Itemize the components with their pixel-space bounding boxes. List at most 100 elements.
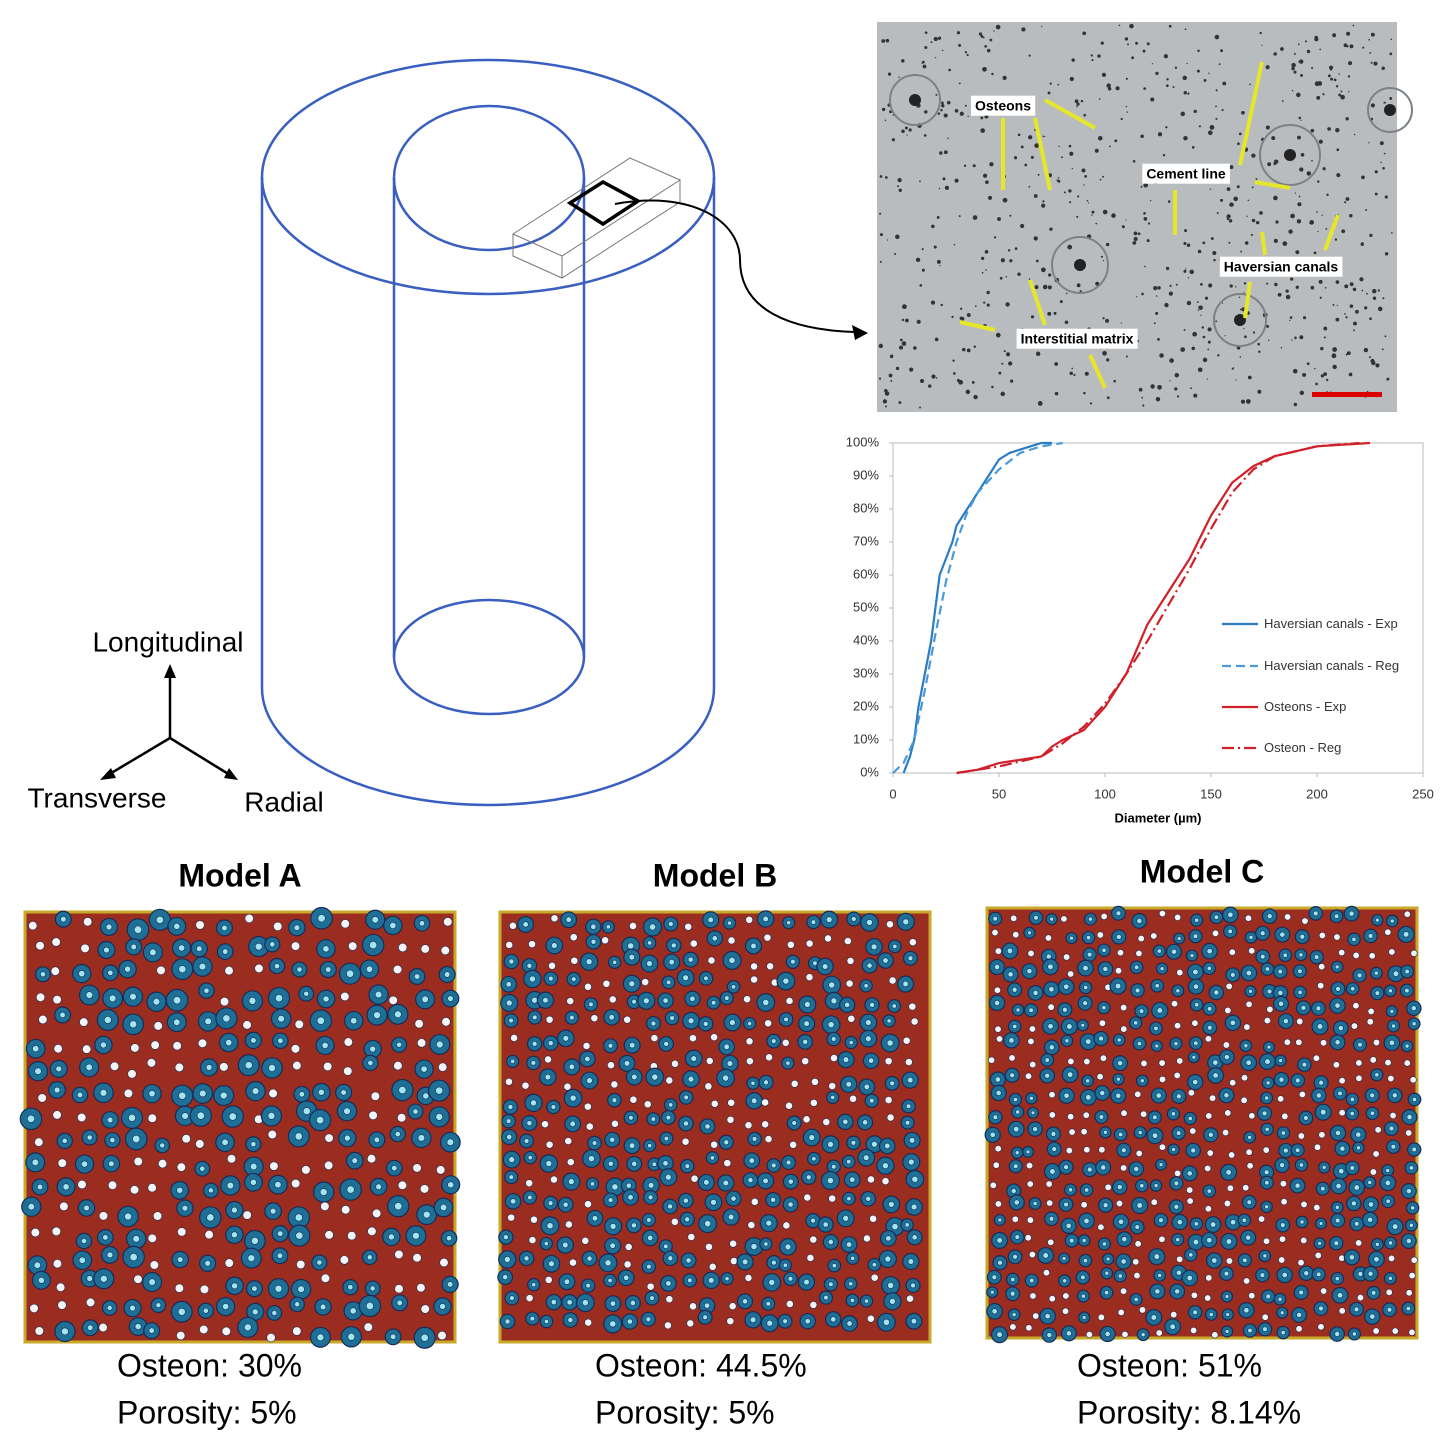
pore bbox=[1337, 305, 1338, 306]
pore bbox=[931, 301, 935, 305]
canal bbox=[994, 987, 1000, 993]
canal bbox=[1117, 1061, 1122, 1066]
canal bbox=[1319, 1080, 1324, 1085]
canal bbox=[222, 1327, 231, 1336]
canal bbox=[415, 1019, 424, 1028]
pore bbox=[1259, 211, 1263, 215]
canal bbox=[1334, 914, 1338, 918]
canal bbox=[220, 1092, 227, 1099]
pore bbox=[1203, 336, 1206, 339]
canal bbox=[1225, 1295, 1229, 1299]
pore bbox=[924, 46, 927, 49]
pore bbox=[1215, 35, 1220, 40]
pore bbox=[894, 253, 896, 255]
pore bbox=[1048, 273, 1051, 276]
canal bbox=[369, 1111, 378, 1120]
pore bbox=[1169, 358, 1174, 363]
canal bbox=[831, 1095, 835, 1099]
canal bbox=[687, 1278, 692, 1283]
pore bbox=[966, 390, 970, 394]
canal bbox=[1243, 1278, 1249, 1284]
canal bbox=[251, 1038, 257, 1044]
canal bbox=[1358, 1271, 1363, 1276]
pore bbox=[1297, 219, 1301, 223]
canal bbox=[810, 1099, 817, 1106]
pore bbox=[885, 391, 889, 395]
canal bbox=[995, 1026, 1001, 1032]
canal bbox=[196, 946, 202, 952]
canal bbox=[1009, 1038, 1014, 1043]
pore bbox=[1173, 86, 1175, 88]
canal bbox=[178, 1308, 185, 1315]
canal bbox=[730, 1240, 737, 1247]
pore bbox=[880, 261, 882, 263]
canal bbox=[1319, 1132, 1325, 1138]
canal bbox=[1263, 1254, 1267, 1258]
canal bbox=[851, 1140, 856, 1145]
canal bbox=[1265, 1059, 1271, 1065]
canal bbox=[1280, 932, 1285, 937]
canal bbox=[413, 1109, 418, 1114]
pore bbox=[1309, 222, 1311, 224]
canal bbox=[1409, 1166, 1413, 1170]
pore bbox=[997, 217, 1001, 221]
canal bbox=[563, 1035, 569, 1041]
canal bbox=[668, 1204, 673, 1209]
pore bbox=[1303, 316, 1306, 319]
pore bbox=[1156, 295, 1158, 297]
pore bbox=[1002, 76, 1006, 80]
canal bbox=[549, 1261, 555, 1267]
pore bbox=[957, 31, 960, 34]
canal bbox=[1207, 1150, 1213, 1156]
canal bbox=[846, 1242, 851, 1247]
canal bbox=[847, 1321, 852, 1326]
pore bbox=[964, 165, 966, 167]
canal bbox=[1388, 1276, 1392, 1280]
canal bbox=[1170, 1324, 1176, 1330]
canal bbox=[883, 1319, 889, 1325]
canal bbox=[28, 1203, 35, 1210]
canal bbox=[177, 1187, 183, 1193]
canal bbox=[245, 914, 254, 923]
canal bbox=[647, 941, 651, 945]
canal bbox=[584, 1103, 591, 1110]
canal bbox=[886, 921, 893, 928]
canal bbox=[1214, 990, 1219, 995]
canal bbox=[832, 1263, 836, 1267]
pore bbox=[1198, 367, 1203, 372]
canal bbox=[704, 1180, 710, 1186]
canal bbox=[395, 1250, 404, 1259]
pore bbox=[1190, 387, 1192, 389]
canal bbox=[173, 1019, 180, 1026]
canal bbox=[1191, 1148, 1196, 1153]
pore bbox=[996, 25, 1001, 30]
canal bbox=[1105, 1271, 1109, 1275]
canal bbox=[729, 957, 735, 963]
canal bbox=[1212, 930, 1218, 936]
pore bbox=[1288, 229, 1292, 233]
canal bbox=[630, 1096, 637, 1103]
canal bbox=[100, 1275, 107, 1282]
canal bbox=[786, 997, 793, 1004]
canal bbox=[998, 1218, 1002, 1222]
canal bbox=[60, 1202, 69, 1211]
canal bbox=[1411, 1006, 1416, 1011]
canal bbox=[1375, 1242, 1379, 1246]
canal bbox=[293, 1061, 302, 1070]
cylinder bbox=[262, 60, 714, 805]
canal bbox=[1103, 966, 1108, 971]
canal bbox=[751, 943, 757, 949]
canal bbox=[1375, 1073, 1379, 1077]
canal bbox=[81, 1161, 87, 1167]
canal bbox=[1299, 953, 1303, 957]
pore bbox=[1267, 162, 1271, 166]
pore bbox=[1034, 194, 1038, 198]
pore bbox=[939, 265, 940, 266]
canal bbox=[1140, 1079, 1144, 1083]
canal bbox=[682, 1138, 689, 1145]
canal bbox=[1244, 1308, 1249, 1313]
pore bbox=[1384, 102, 1386, 104]
canal bbox=[86, 1064, 93, 1071]
canal bbox=[850, 1177, 855, 1182]
canal bbox=[1248, 1135, 1252, 1139]
